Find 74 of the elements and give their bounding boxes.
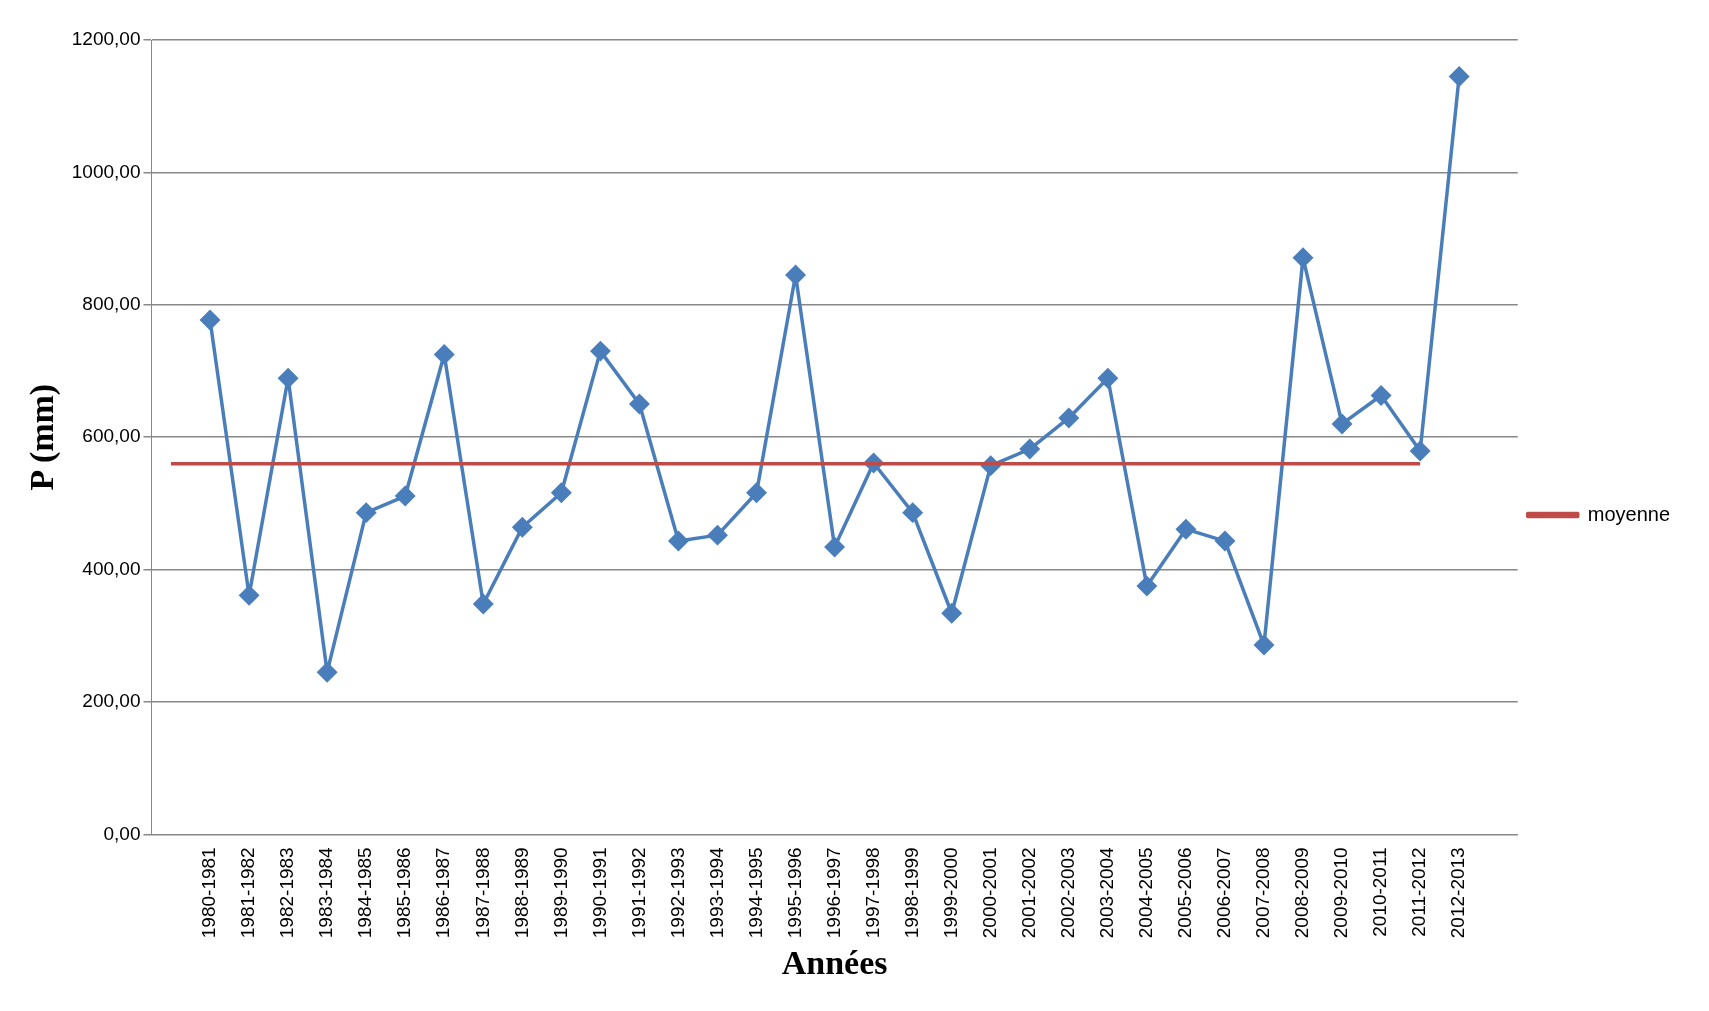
point <box>590 341 611 361</box>
x-tick-label: 1983-1984 <box>315 846 337 939</box>
point <box>317 662 337 682</box>
x-tick-label: 1984-1985 <box>354 847 376 939</box>
x-tick-label: 2000-2001 <box>978 847 1000 939</box>
x-tick-label: 2012-2013 <box>1447 847 1469 939</box>
point <box>395 486 415 506</box>
point <box>1254 635 1274 655</box>
y-tick-label: 0,00 <box>103 822 141 844</box>
point <box>1098 368 1118 389</box>
x-tick-label: 2010-2011 <box>1369 847 1391 937</box>
point <box>1332 414 1352 434</box>
y-tick-label: 200,00 <box>82 690 141 712</box>
point <box>1449 66 1469 87</box>
y-tick-label: 800,00 <box>82 293 141 315</box>
point <box>629 394 650 414</box>
point <box>1410 441 1430 461</box>
point <box>200 310 220 330</box>
point <box>239 585 259 606</box>
x-axis-title: Années <box>781 944 888 982</box>
x-tick-label: 1996-1997 <box>822 847 844 939</box>
x-tick-label: 1981-1982 <box>237 847 259 939</box>
point <box>1020 439 1040 459</box>
point <box>278 368 298 389</box>
x-tick-label: 2011-2012 <box>1408 847 1430 937</box>
point <box>551 483 572 503</box>
x-tick-label: 2009-2010 <box>1330 847 1352 939</box>
x-tick-label: 1987-1988 <box>471 847 493 939</box>
point <box>941 603 962 623</box>
x-tick-label: 1992-1993 <box>666 847 688 939</box>
x-tick-label: 2001-2002 <box>1018 847 1040 939</box>
point <box>473 594 494 614</box>
y-tick-label: 400,00 <box>82 557 141 579</box>
x-tick-label: 1989-1990 <box>549 847 571 939</box>
point <box>707 525 728 545</box>
x-tick-label: 1994-1995 <box>744 847 766 939</box>
x-tick-label: 2005-2006 <box>1174 847 1196 939</box>
y-tick-label: 1000,00 <box>71 160 141 182</box>
x-tick-label: 1990-1991 <box>588 847 610 939</box>
point <box>1176 519 1196 539</box>
y-tick-label: 1200,00 <box>71 28 141 50</box>
x-tick-label: 1985-1986 <box>393 847 415 939</box>
point <box>1137 576 1157 596</box>
x-tick-label: 2008-2009 <box>1291 847 1313 939</box>
point <box>902 502 923 523</box>
point <box>356 502 376 523</box>
y-axis-title: P (mm) <box>23 383 62 491</box>
y-tick-label: 600,00 <box>82 425 141 447</box>
point <box>512 517 533 537</box>
x-tick-label: 2006-2007 <box>1213 847 1235 939</box>
point <box>1215 531 1235 551</box>
x-tick-label: 1997-1998 <box>861 847 883 939</box>
x-tick-label: 1982-1983 <box>276 847 298 939</box>
x-tick-label: 2007-2008 <box>1252 847 1274 939</box>
x-tick-label: 1986-1987 <box>432 847 454 939</box>
x-tick-label: 2004-2005 <box>1135 847 1157 939</box>
x-tick-label: 1991-1992 <box>627 847 649 939</box>
x-tick-label: 1998-1999 <box>900 847 922 939</box>
point <box>785 265 806 285</box>
point <box>668 531 689 551</box>
point <box>746 483 767 503</box>
point <box>824 537 845 557</box>
point <box>1371 385 1391 406</box>
x-tick-label: 1995-1996 <box>783 847 805 939</box>
x-tick-label: 1993-1994 <box>705 846 727 939</box>
x-tick-label: 1988-1989 <box>510 847 532 939</box>
x-tick-label: 1999-2000 <box>939 847 961 939</box>
x-tick-label: 2002-2003 <box>1057 847 1079 939</box>
legend-label: moyenne <box>1587 502 1671 525</box>
x-tick-label: 2003-2004 <box>1096 846 1118 939</box>
point <box>1059 408 1079 428</box>
point <box>434 344 454 365</box>
point <box>1293 248 1313 268</box>
x-tick-label: 1980-1981 <box>198 847 220 939</box>
